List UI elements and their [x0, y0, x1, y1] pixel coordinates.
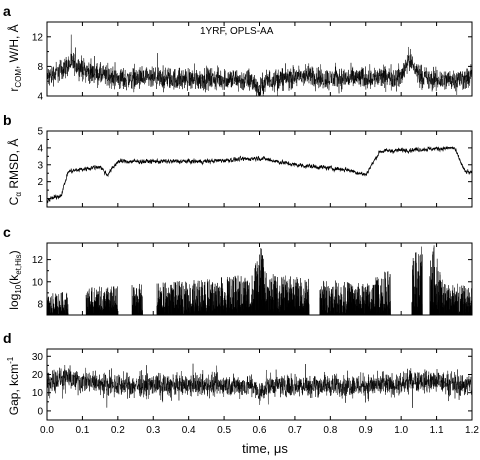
series-trace-d	[47, 363, 472, 408]
x-tick-label: 0.9	[359, 425, 373, 436]
y-tick-label: 10	[32, 388, 44, 399]
y-tick-label: 12	[32, 255, 44, 266]
y-tick-label: 3	[37, 160, 43, 171]
y-tick-label: 0	[37, 406, 43, 417]
x-tick-label: 0.7	[288, 425, 302, 436]
x-tick-label: 0.4	[182, 425, 196, 436]
panel-a: 4 8 12 a rCOM, W/H, Å 1YRF, OPLS-AA	[3, 3, 473, 103]
y-tick-label: 1	[37, 194, 43, 205]
y-tick-label: 4	[37, 143, 43, 154]
x-tick-label: 0.1	[75, 425, 89, 436]
y-tick-label: 30	[32, 352, 44, 363]
x-tick-label: 0.5	[217, 425, 231, 436]
series-trace-a	[47, 34, 472, 96]
panel-letter: b	[3, 112, 12, 128]
y-tick-label: 5	[37, 127, 43, 138]
y-axis-label: Gap, kcm-1	[6, 356, 21, 415]
panel-c: 8 10 12 c log10(ket,His)	[3, 224, 473, 316]
x-tick-label: 1.2	[465, 425, 479, 436]
y-tick-label: 2	[37, 177, 43, 188]
series-trace-b	[47, 146, 472, 204]
series-trace-c	[47, 245, 472, 315]
x-tick-label: 0.6	[253, 425, 267, 436]
y-tick-label: 12	[32, 32, 44, 43]
plot-frame-b	[46, 130, 473, 208]
panel-d: 0 10 20 30 0.0 0.1 0.2 0.3 0.4 0.5 0.6 0.7 0.8 0.9 1.0…	[3, 330, 479, 436]
x-tick-label: 1.1	[430, 425, 444, 436]
y-tick-label: 8	[37, 299, 43, 310]
y-tick-label: 4	[37, 92, 43, 103]
x-tick-label: 0.3	[146, 425, 160, 436]
panel-letter: d	[3, 330, 12, 346]
panel-b: 1 2 3 4 5 b Cα RMSD, Å	[3, 112, 473, 208]
x-tick-label: 0.2	[111, 425, 125, 436]
y-axis-label: rCOM, W/H, Å	[6, 24, 23, 91]
y-axis-label: log10(ket,His)	[7, 250, 23, 309]
x-axis-label: time, μs	[242, 441, 288, 456]
panel-annotation: 1YRF, OPLS-AA	[200, 26, 274, 37]
y-axis-label: Cα RMSD, Å	[6, 139, 23, 206]
panel-letter: a	[3, 3, 11, 19]
y-tick-label: 10	[32, 277, 44, 288]
y-tick-label: 20	[32, 370, 44, 381]
x-tick-label: 0.8	[323, 425, 337, 436]
y-tick-label: 8	[37, 62, 43, 73]
x-tick-label: 1.0	[394, 425, 408, 436]
panel-letter: c	[3, 224, 11, 240]
x-tick-label: 0.0	[40, 425, 54, 436]
